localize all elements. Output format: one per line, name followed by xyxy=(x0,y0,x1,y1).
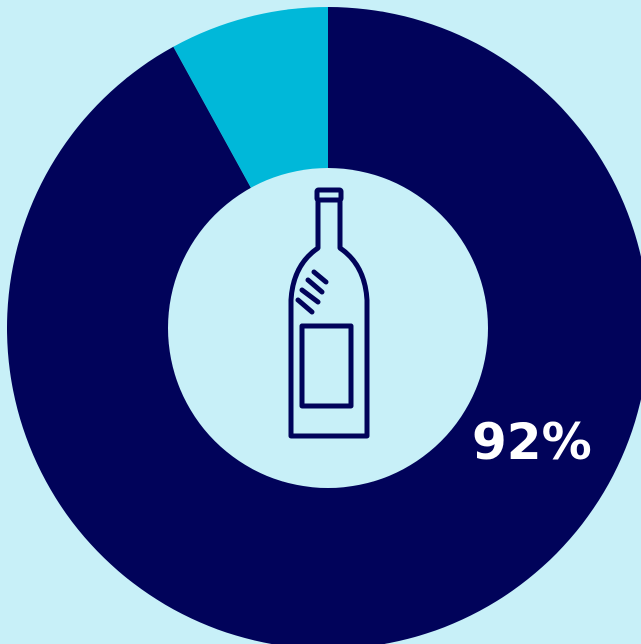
wine-bottle-icon xyxy=(288,187,370,439)
data-label-primary: 92% xyxy=(472,413,592,471)
